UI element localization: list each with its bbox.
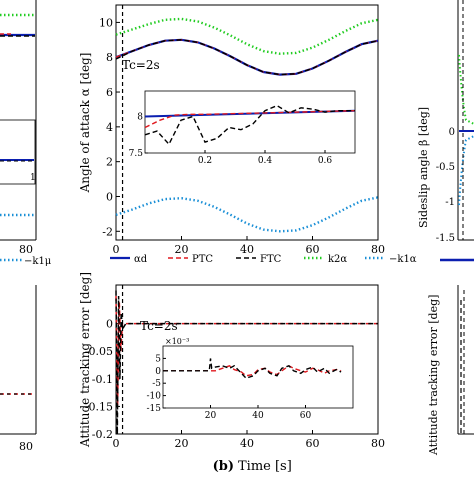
angle-of-attack-inset-frame [144, 90, 356, 154]
angle-of-attack-series-line [115, 39, 379, 76]
angle-of-attack-ytick-label: 0 [106, 190, 113, 203]
angle-of-attack-inset-ytick-label: 8 [137, 113, 143, 123]
attitude-tracking-error-series-line [115, 290, 378, 435]
angle-of-attack-inset-xtick-label: 0.6 [318, 156, 333, 166]
right-bottom-ylabel: Attitude tracking error [deg] [427, 295, 440, 456]
left-top-panel: 1 80 [0, 0, 37, 256]
attitude-tracking-error-xtick-label: 20 [175, 437, 189, 450]
attitude-tracking-error-inset-ytick-label: -5 [152, 379, 161, 389]
angle-of-attack-ytick-label: 4 [106, 121, 113, 134]
left-bottom-xtick-80: 80 [19, 440, 33, 453]
angle-of-attack-xtick-label: 40 [240, 243, 254, 256]
attitude-tracking-error-xtick-label: 80 [371, 437, 385, 450]
attitude-tracking-error-xtick-label: 40 [240, 437, 254, 450]
left-top-xtick-80: 80 [19, 243, 33, 256]
attitude-tracking-error-ytick-label: -0.1 [92, 373, 113, 386]
right-ytick-0: 0 [449, 127, 455, 138]
right-top-cyan-curve [458, 135, 474, 206]
x-axis-title-time: Time [s] [238, 459, 292, 474]
right-ytick-m1: -1 [445, 197, 455, 208]
left-top-inset-tick-1: 1 [30, 173, 36, 183]
attitude-tracking-error-xtick-label: 0 [113, 437, 120, 450]
legend-label: PTC [192, 254, 213, 265]
attitude-tracking-error-inset-ytick-label: -15 [147, 404, 162, 414]
attitude-tracking-error-inset-exponent: ×10⁻³ [165, 337, 189, 346]
angle-of-attack-inset-xtick-label: 0.2 [198, 156, 212, 166]
attitude-tracking-error-ytick-label: -0.2 [92, 428, 113, 441]
left-bottom-panel: 80 [0, 285, 37, 453]
attitude-tracking-error-inset-ytick-label: -10 [147, 392, 162, 402]
angle-of-attack-ylabel: Angle of attack α [deg] [78, 53, 92, 194]
attitude-tracking-error-inset-xtick-label: 20 [205, 411, 217, 421]
attitude-tracking-error-ytick-label: -0.15 [85, 400, 113, 413]
angle-of-attack-xtick-label: 80 [371, 243, 385, 256]
left-top-inset-box [0, 119, 36, 185]
right-top-ylabel: Sideslip angle β [deg] [417, 107, 430, 228]
angle-of-attack-inset-series-line [144, 110, 356, 129]
right-top-panel: Sideslip angle β [deg] 0 -0.5 -1 -1.5 [417, 0, 474, 244]
legend: αd PTC FTC k2α −k1α [110, 254, 417, 265]
right-ytick-m05: -0.5 [436, 162, 455, 173]
left-legend-label: −k1μ [24, 256, 52, 267]
legend-label: αd [134, 254, 148, 265]
angle-of-attack-ytick-label: -2 [102, 225, 113, 238]
angle-of-attack-xtick-label: 20 [175, 243, 189, 256]
attitude-tracking-error-inset-frame [162, 345, 354, 409]
right-top-green-curve [458, 54, 474, 125]
legend-label: −k1α [389, 254, 417, 265]
attitude-tracking-error-annotation: Tc=2s [140, 319, 178, 333]
angle-of-attack-inset-xtick-label: 0.4 [258, 156, 273, 166]
right-ytick-m15: -1.5 [436, 233, 455, 244]
attitude-tracking-error-inset-xtick-label: 40 [252, 411, 264, 421]
angle-of-attack-series-line [115, 17, 379, 55]
attitude-tracking-error-ytick-label: 0 [106, 318, 113, 331]
attitude-tracking-error-ylabel: Attitude tracking error [deg] [78, 272, 92, 448]
attitude-tracking-error-inset-ytick-label: 5 [155, 354, 161, 364]
panel-label-b: (b) [213, 459, 234, 474]
attitude-tracking-error-inset-xtick-label: 60 [300, 411, 312, 421]
angle-of-attack-inset-ytick-label: 7.5 [129, 149, 144, 159]
angle-of-attack-ytick-label: 8 [106, 51, 113, 64]
bottom-caption: (b) Time [s] [213, 459, 292, 474]
attitude-tracking-error-inset-ytick-label: 0 [155, 367, 161, 377]
angle-of-attack-ytick-label: 2 [106, 156, 113, 169]
legend-label: FTC [260, 254, 282, 265]
attitude-tracking-error-inset-series-line [163, 358, 342, 380]
angle-of-attack-ytick-label: 10 [99, 16, 113, 29]
attitude-tracking-error-ytick-label: -0.05 [85, 345, 113, 358]
left-legend-fragment: −k1μ [0, 256, 52, 267]
angle-of-attack-xtick-label: 0 [113, 243, 120, 256]
angle-of-attack-annotation: Tc=2s [122, 58, 160, 72]
angle-of-attack-series-line [115, 196, 379, 233]
right-bottom-panel: Attitude tracking error [deg] [427, 285, 474, 456]
legend-label: k2α [328, 254, 347, 265]
angle-of-attack-inset-series-line [144, 104, 355, 146]
attitude-tracking-error-xtick-label: 60 [306, 437, 320, 450]
angle-of-attack-xtick-label: 60 [306, 243, 320, 256]
angle-of-attack-ytick-label: 6 [106, 86, 113, 99]
